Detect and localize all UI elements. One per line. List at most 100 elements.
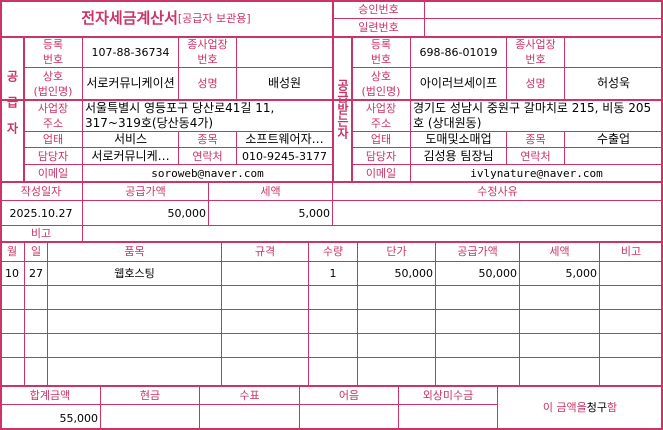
item-cell-qty [309, 310, 358, 334]
claim-suffix: 함 [607, 401, 618, 414]
divider [0, 241, 663, 243]
supplier-email: soroweb@naver.com [83, 165, 333, 182]
item-cell-month: 10 [0, 262, 25, 286]
item-cell-item [48, 310, 222, 334]
item-cell-tax: 5,000 [520, 262, 600, 286]
items-header-month: 월 [0, 242, 25, 262]
document-title: 전자세금계산서 [공급자 보관용] [0, 0, 333, 37]
buyer-name: 허성욱 [565, 68, 663, 100]
outer-border-right [661, 0, 663, 430]
outer-border-left [0, 0, 2, 430]
supplier-bizitem-label: 종목 [179, 132, 237, 148]
buyer-address-label: 사업장 주소 [352, 100, 411, 132]
totals-value-note [300, 405, 399, 430]
supplier-manager: 서로커뮤니케… [83, 148, 179, 165]
items-header-spec: 규격 [222, 242, 309, 262]
item-cell-day [25, 358, 48, 386]
serial-label: 일련번호 [333, 19, 425, 37]
item-cell-day [25, 310, 48, 334]
approval-value [425, 0, 663, 19]
item-cell-unit-price [358, 310, 436, 334]
supplier-section-text: 공급자 [5, 70, 19, 148]
supplier-section-label: 공급자 [0, 37, 24, 182]
note-label: 비고 [0, 226, 83, 242]
item-cell-supply-amount [436, 310, 520, 334]
item-cell-item [48, 334, 222, 358]
buyer-manager-label: 담당자 [352, 148, 411, 165]
supplier-name-label: 성명 [179, 68, 237, 100]
item-cell-spec [222, 262, 309, 286]
divider [0, 36, 663, 38]
supplier-company-label: 상호 (법인명) [24, 68, 83, 100]
note-value [83, 226, 663, 242]
buyer-bizitem: 수출업 [565, 132, 663, 148]
supplier-name: 배성원 [237, 68, 333, 100]
item-cell-unit-price [358, 334, 436, 358]
buyer-contact-label: 연락처 [507, 148, 565, 165]
totals-header-check: 수표 [200, 386, 300, 405]
buyer-biztype: 도매및소매업 [411, 132, 507, 148]
item-cell-tax [520, 286, 600, 310]
item-cell-item: 웹호스팅 [48, 262, 222, 286]
totals-header-credit: 외상미수금 [399, 386, 498, 405]
item-cell-item [48, 358, 222, 386]
buyer-reg-label: 등록 번호 [352, 37, 411, 68]
items-header-supply-amount: 공급가액 [436, 242, 520, 262]
buyer-address: 경기도 성남시 중원구 갈마치로 215, 비동 205호 (상대원동) [411, 100, 663, 132]
totals-header-cash: 현금 [101, 386, 200, 405]
reason-label: 수정사유 [333, 182, 663, 201]
item-cell-note [600, 262, 663, 286]
item-cell-unit-price [358, 358, 436, 386]
supplier-manager-label: 담당자 [24, 148, 83, 165]
item-cell-tax [520, 334, 600, 358]
divider [0, 385, 663, 387]
item-cell-tax [520, 358, 600, 386]
supplier-branch-label: 종사업장 번호 [179, 37, 237, 68]
supply-amount-label: 공급가액 [83, 182, 209, 201]
item-cell-supply-amount [436, 358, 520, 386]
items-header-tax: 세액 [520, 242, 600, 262]
tax-amount: 5,000 [209, 201, 333, 226]
divider [0, 99, 663, 101]
supplier-reg-label: 등록 번호 [24, 37, 83, 68]
supplier-contact-label: 연락처 [179, 148, 237, 165]
item-cell-qty [309, 358, 358, 386]
item-cell-spec [222, 358, 309, 386]
tax-label: 세액 [209, 182, 333, 201]
totals-value-check [200, 405, 300, 430]
item-cell-spec [222, 286, 309, 310]
serial-value [425, 19, 663, 37]
item-cell-note [600, 334, 663, 358]
item-cell-unit-price [358, 286, 436, 310]
approval-label: 승인번호 [333, 0, 425, 19]
claim-prefix: 이 금액을 [542, 401, 587, 414]
buyer-reg-no: 698-86-01019 [411, 37, 507, 68]
claim-text: 이 금액을 청구 함 [498, 386, 663, 430]
item-cell-spec [222, 334, 309, 358]
supplier-email-label: 이메일 [24, 165, 83, 182]
items-header-qty: 수량 [309, 242, 358, 262]
item-cell-day [25, 286, 48, 310]
supplier-company: 서로커뮤니케이션 [83, 68, 179, 100]
items-header-unit-price: 단가 [358, 242, 436, 262]
item-cell-month [0, 286, 25, 310]
divider [0, 181, 663, 183]
item-cell-day [25, 334, 48, 358]
buyer-contact [565, 148, 663, 165]
buyer-name-label: 성명 [507, 68, 565, 100]
buyer-company-label: 상호 (법인명) [352, 68, 411, 100]
supplier-branch-no [237, 37, 333, 68]
divider [23, 37, 25, 182]
item-cell-month [0, 310, 25, 334]
item-cell-month [0, 334, 25, 358]
item-cell-note [600, 358, 663, 386]
buyer-email-label: 이메일 [352, 165, 411, 182]
item-cell-note [600, 286, 663, 310]
item-cell-item [48, 286, 222, 310]
item-cell-spec [222, 310, 309, 334]
item-cell-note [600, 310, 663, 334]
totals-value-credit [399, 405, 498, 430]
buyer-company: 아이러브세이프 [411, 68, 507, 100]
item-cell-unit-price: 50,000 [358, 262, 436, 286]
buyer-manager: 김성용 팀장님 [411, 148, 507, 165]
